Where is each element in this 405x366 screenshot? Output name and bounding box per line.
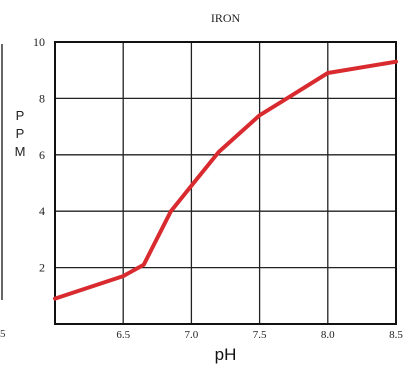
plot-area <box>54 41 397 325</box>
x-tick-label: 8.5 <box>389 329 403 341</box>
x-tick-labels: 6.5 7.0 7.5 8.0 8.5 <box>116 329 403 341</box>
grid <box>55 42 396 324</box>
series-line <box>53 59 398 301</box>
x-axis-label: pH <box>215 345 237 364</box>
y-tick-labels: 2 4 6 8 10 <box>33 35 45 275</box>
y-axis-label: PPM <box>15 108 26 159</box>
chart-title: IRON <box>211 11 241 25</box>
y-tick-label: 8 <box>39 91 45 105</box>
x-tick-label: 7.5 <box>253 329 267 341</box>
y-tick-label: 6 <box>39 148 45 162</box>
edge-tick-label: 5 <box>0 328 6 340</box>
x-tick-label: 8.0 <box>321 329 335 341</box>
y-tick-label: 10 <box>33 35 45 49</box>
y-tick-label: 2 <box>39 261 45 275</box>
y-tick-label: 4 <box>39 204 45 218</box>
y-axis-label-letter: P <box>16 108 25 123</box>
y-axis-label-letter: P <box>16 126 25 141</box>
x-tick-label: 7.0 <box>185 329 199 341</box>
y-axis-label-letter: M <box>15 144 26 159</box>
x-tick-label: 6.5 <box>116 329 130 341</box>
